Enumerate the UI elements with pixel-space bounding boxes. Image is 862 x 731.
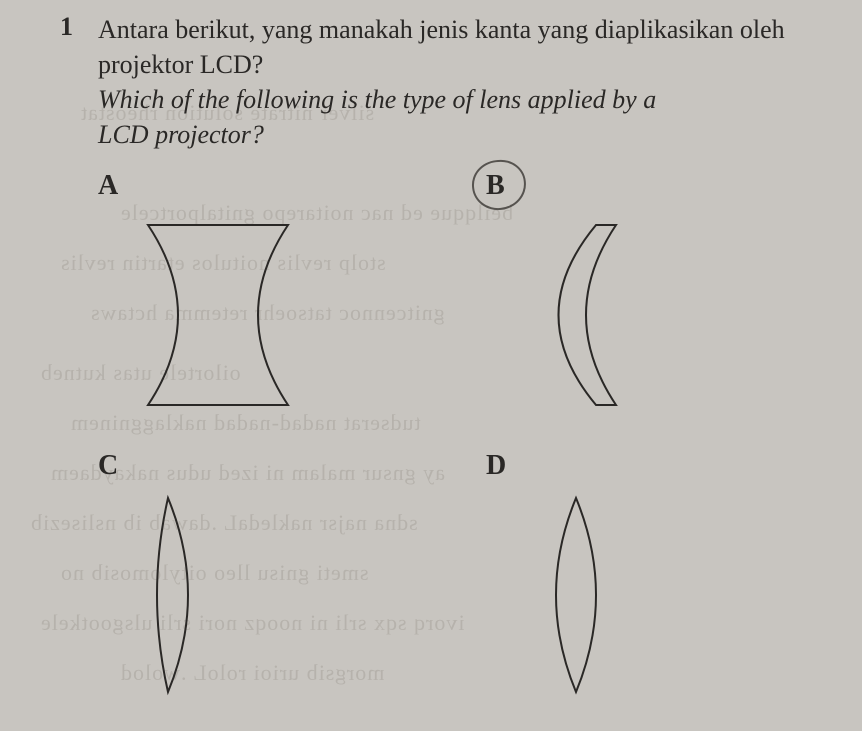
option-A-shape bbox=[98, 210, 446, 420]
biconvex-lens-icon bbox=[556, 498, 596, 692]
option-C-label: C bbox=[98, 450, 446, 482]
question-text-ms: Antara berikut, yang manakah jenis kanta… bbox=[98, 15, 785, 79]
option-A: A bbox=[98, 170, 446, 420]
option-C: C bbox=[98, 450, 446, 700]
option-D-label: D bbox=[486, 450, 834, 482]
meniscus-diverging-lens-icon bbox=[559, 225, 617, 405]
question-text-en-2: LCD projector? bbox=[98, 120, 264, 149]
option-B-shape bbox=[486, 210, 834, 420]
option-A-label: A bbox=[98, 170, 446, 202]
option-C-shape bbox=[98, 490, 446, 700]
question-text: Antara berikut, yang manakah jenis kanta… bbox=[98, 12, 834, 152]
meniscus-thin-lens-icon bbox=[157, 498, 188, 692]
question-page: 1 Antara berikut, yang manakah jenis kan… bbox=[0, 0, 862, 720]
options-grid: A B C D bbox=[60, 170, 834, 700]
option-D-shape bbox=[486, 490, 834, 700]
concave-lens-icon bbox=[148, 225, 288, 405]
option-D: D bbox=[486, 450, 834, 700]
question-text-en-1: Which of the following is the type of le… bbox=[98, 85, 656, 114]
option-B-label: B bbox=[486, 170, 505, 202]
question-number: 1 bbox=[60, 12, 80, 42]
option-B: B bbox=[486, 170, 834, 420]
question-block: 1 Antara berikut, yang manakah jenis kan… bbox=[60, 12, 834, 152]
